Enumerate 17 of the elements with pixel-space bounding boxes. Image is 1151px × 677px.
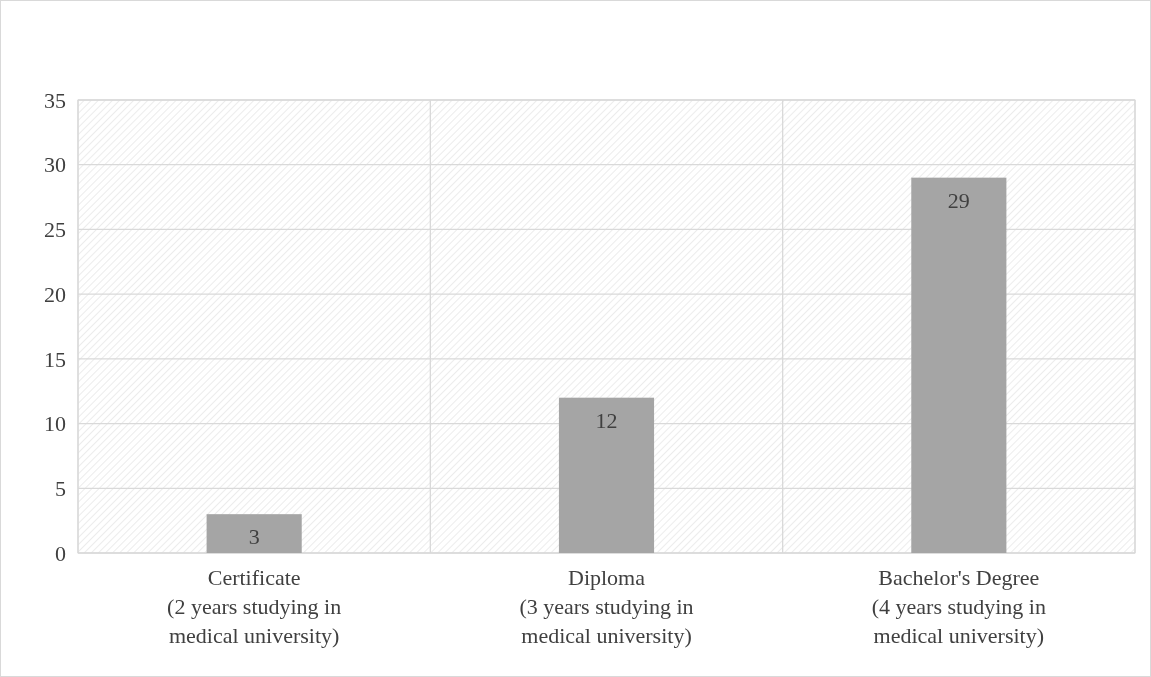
x-tick-label: Certificate (2 years studying in medical university): [167, 565, 342, 648]
y-tick-label: 20: [44, 281, 66, 307]
y-tick-label: 10: [44, 411, 66, 437]
y-tick-label: 15: [44, 346, 66, 372]
y-tick-label: 25: [44, 217, 66, 243]
data-label: 29: [947, 187, 970, 213]
data-label: 3: [248, 524, 260, 550]
bar: [911, 177, 1007, 553]
x-tick-label: Diploma (3 years studying in medical university): [519, 565, 694, 648]
y-tick-label: 35: [44, 87, 66, 113]
bar: [206, 514, 302, 553]
bar: [558, 397, 655, 553]
y-tick-label: 5: [55, 475, 66, 501]
data-label: 12: [595, 407, 618, 433]
y-tick-label: 30: [44, 152, 66, 178]
x-tick-label: Bachelor's Degree (4 years studying in medical university): [871, 565, 1046, 648]
y-tick-label: 0: [55, 540, 66, 566]
